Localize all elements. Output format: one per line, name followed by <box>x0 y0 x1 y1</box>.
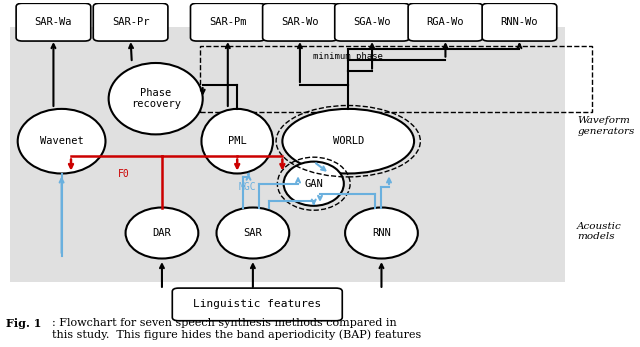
Text: Waveform
generators: Waveform generators <box>577 116 634 136</box>
FancyBboxPatch shape <box>191 3 265 41</box>
Text: MGC: MGC <box>239 182 256 192</box>
Ellipse shape <box>18 109 106 174</box>
Text: PML: PML <box>228 136 246 146</box>
FancyBboxPatch shape <box>408 3 483 41</box>
FancyBboxPatch shape <box>172 288 342 321</box>
Text: Linguistic features: Linguistic features <box>193 299 321 310</box>
Text: minimum phase: minimum phase <box>314 52 383 61</box>
Text: WORLD: WORLD <box>333 136 364 146</box>
Text: SGA-Wo: SGA-Wo <box>353 17 391 27</box>
Text: GAN: GAN <box>305 179 323 189</box>
Ellipse shape <box>109 63 203 134</box>
Ellipse shape <box>282 109 414 174</box>
FancyBboxPatch shape <box>16 3 91 41</box>
Text: SAR-Pm: SAR-Pm <box>209 17 246 27</box>
Text: SAR: SAR <box>243 228 262 238</box>
Ellipse shape <box>345 208 418 259</box>
Text: RNN: RNN <box>372 228 391 238</box>
Text: SAR-Pr: SAR-Pr <box>112 17 149 27</box>
Ellipse shape <box>202 109 273 174</box>
Text: Phase
recovery: Phase recovery <box>131 88 180 110</box>
Ellipse shape <box>216 208 289 259</box>
Text: DAR: DAR <box>152 228 172 238</box>
Text: : Flowchart for seven speech synthesis methods compared in
this study.  This fig: : Flowchart for seven speech synthesis m… <box>52 318 421 340</box>
Text: RGA-Wo: RGA-Wo <box>427 17 464 27</box>
FancyBboxPatch shape <box>93 3 168 41</box>
FancyBboxPatch shape <box>335 3 410 41</box>
Ellipse shape <box>125 208 198 259</box>
FancyBboxPatch shape <box>262 3 337 41</box>
Text: Acoustic
models: Acoustic models <box>577 222 622 241</box>
Ellipse shape <box>284 162 344 206</box>
FancyBboxPatch shape <box>482 3 557 41</box>
Text: RNN-Wo: RNN-Wo <box>500 17 538 27</box>
Text: Fig. 1: Fig. 1 <box>6 318 42 329</box>
Text: Wavenet: Wavenet <box>40 136 83 146</box>
Text: F0: F0 <box>118 169 130 178</box>
Text: SAR-Wa: SAR-Wa <box>35 17 72 27</box>
Text: SAR-Wo: SAR-Wo <box>281 17 319 27</box>
FancyBboxPatch shape <box>10 27 564 282</box>
